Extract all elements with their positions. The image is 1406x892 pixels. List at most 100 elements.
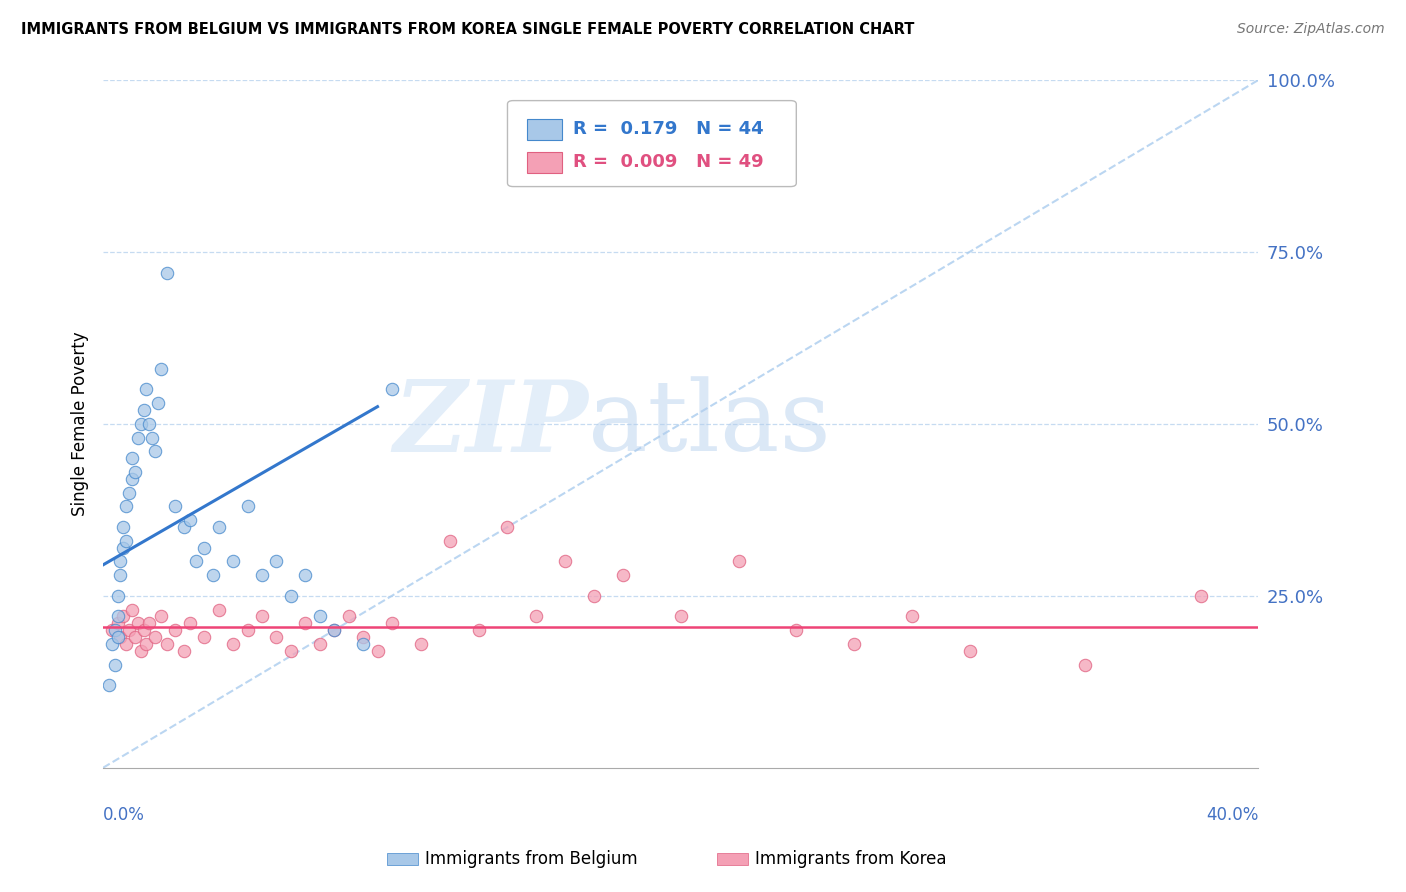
Point bbox=[179, 616, 201, 631]
Point bbox=[959, 644, 981, 658]
Point bbox=[165, 623, 187, 637]
Point bbox=[110, 568, 132, 582]
Point bbox=[156, 637, 179, 651]
Point bbox=[107, 609, 129, 624]
Point bbox=[236, 500, 259, 514]
Point bbox=[901, 609, 924, 624]
Point bbox=[352, 637, 374, 651]
Point bbox=[236, 623, 259, 637]
Point bbox=[121, 602, 143, 616]
Point bbox=[280, 589, 302, 603]
Point bbox=[101, 637, 124, 651]
Point bbox=[118, 623, 141, 637]
Point bbox=[104, 623, 127, 637]
Point bbox=[129, 417, 152, 431]
Point bbox=[308, 637, 330, 651]
Text: 0.0%: 0.0% bbox=[103, 805, 145, 823]
Point bbox=[156, 266, 179, 280]
Point bbox=[138, 616, 160, 631]
Point bbox=[165, 500, 187, 514]
Point bbox=[280, 644, 302, 658]
Point bbox=[146, 396, 169, 410]
Point bbox=[107, 630, 129, 644]
Point bbox=[115, 533, 138, 548]
Point bbox=[1189, 589, 1212, 603]
Point bbox=[138, 417, 160, 431]
Point bbox=[266, 630, 288, 644]
Point bbox=[669, 609, 692, 624]
Point bbox=[266, 554, 288, 568]
Point bbox=[132, 403, 155, 417]
Point bbox=[107, 616, 129, 631]
Point bbox=[294, 568, 316, 582]
Point bbox=[193, 541, 215, 555]
Point bbox=[173, 520, 195, 534]
Point bbox=[115, 500, 138, 514]
Point bbox=[104, 657, 127, 672]
Point bbox=[409, 637, 432, 651]
Point bbox=[135, 383, 157, 397]
Point bbox=[173, 644, 195, 658]
Point bbox=[141, 431, 163, 445]
Point bbox=[250, 609, 273, 624]
Point bbox=[727, 554, 749, 568]
Text: Immigrants from Korea: Immigrants from Korea bbox=[755, 850, 946, 868]
Point bbox=[184, 554, 207, 568]
Point bbox=[127, 431, 149, 445]
Point bbox=[842, 637, 865, 651]
Point bbox=[143, 444, 166, 458]
Point bbox=[149, 609, 172, 624]
Point bbox=[367, 644, 389, 658]
Point bbox=[337, 609, 360, 624]
Point bbox=[250, 568, 273, 582]
Point bbox=[110, 554, 132, 568]
Point bbox=[208, 602, 231, 616]
Point bbox=[110, 630, 132, 644]
Text: Immigrants from Belgium: Immigrants from Belgium bbox=[425, 850, 637, 868]
Text: 40.0%: 40.0% bbox=[1206, 805, 1258, 823]
Point bbox=[124, 465, 146, 479]
Point bbox=[115, 637, 138, 651]
Point bbox=[112, 609, 135, 624]
Point bbox=[222, 637, 245, 651]
Text: Source: ZipAtlas.com: Source: ZipAtlas.com bbox=[1237, 22, 1385, 37]
Point bbox=[107, 589, 129, 603]
Point bbox=[129, 644, 152, 658]
Point bbox=[179, 513, 201, 527]
FancyBboxPatch shape bbox=[508, 101, 796, 186]
Point bbox=[554, 554, 576, 568]
Text: atlas: atlas bbox=[588, 376, 831, 472]
Point bbox=[785, 623, 807, 637]
Point bbox=[381, 383, 404, 397]
Point bbox=[323, 623, 346, 637]
Point bbox=[193, 630, 215, 644]
Point bbox=[143, 630, 166, 644]
Point bbox=[132, 623, 155, 637]
Point bbox=[352, 630, 374, 644]
Point bbox=[121, 472, 143, 486]
Point bbox=[612, 568, 634, 582]
Point bbox=[467, 623, 489, 637]
Bar bbox=[527, 153, 562, 173]
Point bbox=[439, 533, 461, 548]
Point bbox=[135, 637, 157, 651]
Y-axis label: Single Female Poverty: Single Female Poverty bbox=[72, 332, 89, 516]
Point bbox=[323, 623, 346, 637]
Point bbox=[201, 568, 224, 582]
Point bbox=[112, 541, 135, 555]
Point bbox=[1074, 657, 1097, 672]
Point bbox=[127, 616, 149, 631]
Point bbox=[118, 485, 141, 500]
Point bbox=[496, 520, 519, 534]
Bar bbox=[527, 120, 562, 140]
Text: R =  0.179   N = 44: R = 0.179 N = 44 bbox=[574, 120, 763, 137]
Point bbox=[101, 623, 124, 637]
Point bbox=[308, 609, 330, 624]
Point bbox=[149, 361, 172, 376]
Point bbox=[294, 616, 316, 631]
Text: IMMIGRANTS FROM BELGIUM VS IMMIGRANTS FROM KOREA SINGLE FEMALE POVERTY CORRELATI: IMMIGRANTS FROM BELGIUM VS IMMIGRANTS FR… bbox=[21, 22, 914, 37]
Point bbox=[208, 520, 231, 534]
Point bbox=[121, 451, 143, 466]
Point bbox=[524, 609, 547, 624]
Text: R =  0.009   N = 49: R = 0.009 N = 49 bbox=[574, 153, 763, 171]
